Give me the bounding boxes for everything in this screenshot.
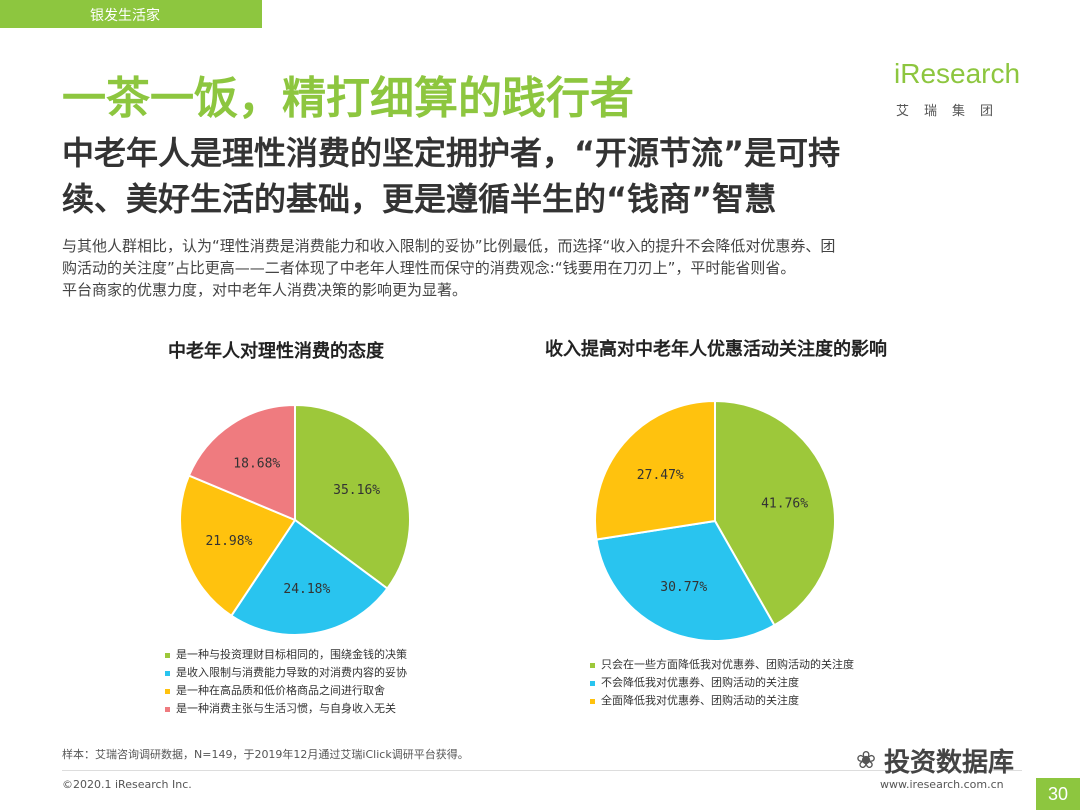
chart-2-legend-label-2: 不会降低我对优惠券、团购活动的关注度: [601, 676, 799, 689]
chart-2-legend-swatch-2: [590, 680, 595, 686]
chart-1-legend-item-1: 是一种与投资理财目标相同的，围绕金钱的决策: [165, 646, 407, 664]
chart-2-legend-label-3: 全面降低我对优惠券、团购活动的关注度: [601, 694, 799, 707]
chart-1-legend-swatch-1: [165, 652, 170, 658]
chart-1-slice-1: [294, 403, 411, 590]
subtitle-line-2: 续、美好生活的基础，更是遵循半生的“钱商”智慧: [62, 180, 777, 218]
chart-1-legend: 是一种与投资理财目标相同的，围绕金钱的决策 是收入限制与消费能力导致的对消费内容的…: [165, 646, 407, 718]
chart-1-legend-label-1: 是一种与投资理财目标相同的，围绕金钱的决策: [176, 648, 407, 661]
chart-1-legend-item-3: 是一种在高品质和低价格商品之间进行取舍: [165, 682, 407, 700]
chart-2-legend-item-2: 不会降低我对优惠券、团购活动的关注度: [590, 674, 854, 692]
chart-1-data-label-2: 24.18%: [283, 582, 330, 597]
description-line-3: 平台商家的优惠力度，对中老年人消费决策的影响更为显著。: [62, 281, 468, 299]
chart-1-data-label-4: 18.68%: [233, 457, 280, 472]
chart-1-legend-label-2: 是收入限制与消费能力导致的对消费内容的妥协: [176, 666, 407, 679]
chart-2-legend-swatch-1: [590, 662, 595, 668]
chart-1-data-label-3: 21.98%: [205, 534, 252, 549]
chart-2-data-label-3: 27.47%: [637, 468, 684, 483]
page-title: 一茶一饭，精打细算的践行者: [62, 73, 634, 124]
chart-2-slice-3: [594, 399, 716, 541]
chart-2-slice-2: [595, 519, 776, 642]
chart-2-legend-item-3: 全面降低我对优惠券、团购活动的关注度: [590, 692, 854, 710]
iresearch-logo: iResearch 艾瑞集团: [890, 58, 1030, 122]
chart-1-legend-swatch-2: [165, 670, 170, 676]
chart-2-title: 收入提高对中老年人优惠活动关注度的影响: [545, 339, 887, 360]
chart-2-pie: 41.76% 30.77% 27.47%: [594, 399, 836, 642]
description: 与其他人群相比，认为“理性消费是消费能力和收入限制的妥协”比例最低，而选择“收入…: [62, 235, 1027, 301]
description-line-2: 购活动的关注度”占比更高——二者体现了中老年人理性而保守的消费观念:“钱要用在刀…: [62, 259, 796, 277]
chart-1-slice-4: [187, 403, 296, 522]
chart-1-data-label-1: 35.16%: [333, 483, 380, 498]
chart-1-slice-3: [179, 474, 297, 618]
chart-2-legend: 只会在一些方面降低我对优惠券、团购活动的关注度 不会降低我对优惠券、团购活动的关注…: [590, 656, 854, 710]
footer-divider: [62, 770, 1022, 771]
wechat-icon: ❀: [856, 746, 877, 774]
section-tag-bar: 银发生活家: [0, 0, 262, 28]
chart-2-legend-swatch-3: [590, 698, 595, 704]
watermark: 投资数据库: [884, 748, 1015, 778]
chart-1-slice-2: [229, 518, 389, 636]
logo-subtitle: 艾瑞集团: [896, 104, 1009, 119]
chart-1-pie: 35.16% 24.18% 21.98% 18.68%: [179, 403, 411, 636]
chart-1-legend-label-3: 是一种在高品质和低价格商品之间进行取舍: [176, 684, 385, 697]
copyright: ©2020.1 iResearch Inc.: [62, 778, 192, 791]
website: www.iresearch.com.cn: [880, 778, 1004, 791]
chart-1-legend-label-4: 是一种消费主张与生活习惯，与自身收入无关: [176, 702, 396, 715]
chart-2-data-label-1: 41.76%: [761, 497, 808, 512]
logo-brand: iResearch: [894, 58, 1021, 89]
subtitle-line-1: 中老年人是理性消费的坚定拥护者，“开源节流”是可持: [62, 134, 841, 172]
page-subtitle: 中老年人是理性消费的坚定拥护者，“开源节流”是可持 续、美好生活的基础，更是遵循…: [62, 130, 1022, 222]
chart-2-data-label-2: 30.77%: [660, 580, 707, 595]
section-tag-label: 银发生活家: [90, 8, 160, 24]
chart-2-slice-1: [714, 399, 836, 627]
chart-2-legend-label-1: 只会在一些方面降低我对优惠券、团购活动的关注度: [601, 658, 854, 671]
source-note: 样本：艾瑞咨询调研数据，N=149，于2019年12月通过艾瑞iClick调研平…: [62, 748, 469, 761]
description-line-1: 与其他人群相比，认为“理性消费是消费能力和收入限制的妥协”比例最低，而选择“收入…: [62, 237, 836, 255]
chart-1-legend-swatch-3: [165, 688, 170, 694]
chart-2-legend-item-1: 只会在一些方面降低我对优惠券、团购活动的关注度: [590, 656, 854, 674]
page-number: 30: [1036, 778, 1080, 810]
chart-1-legend-item-2: 是收入限制与消费能力导致的对消费内容的妥协: [165, 664, 407, 682]
chart-1-legend-swatch-4: [165, 706, 170, 712]
chart-1-title: 中老年人对理性消费的态度: [168, 341, 384, 362]
chart-1-legend-item-4: 是一种消费主张与生活习惯，与自身收入无关: [165, 700, 407, 718]
